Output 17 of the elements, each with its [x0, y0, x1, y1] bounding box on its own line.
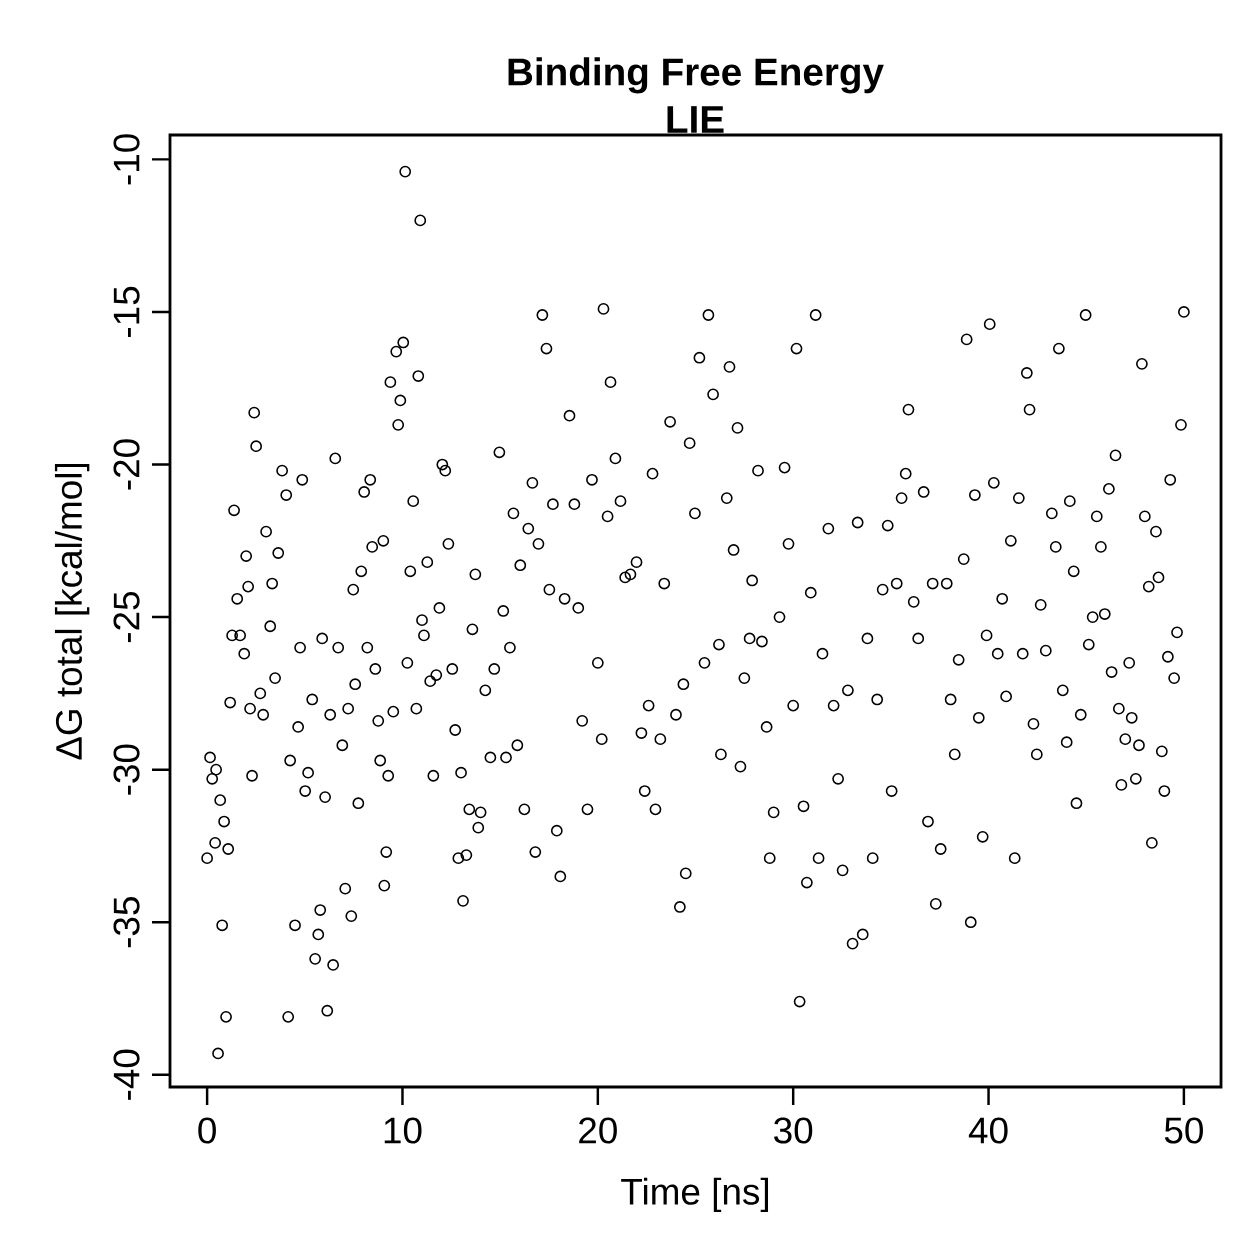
- x-tick-label: 10: [384, 1117, 422, 1144]
- x-tick-label: 50: [1164, 1117, 1203, 1144]
- y-tick-label: -30: [113, 744, 140, 795]
- y-axis-title: ΔG total [kcal/mol]: [54, 463, 90, 760]
- y-tick-label: -40: [113, 1049, 140, 1100]
- x-tick-label: 30: [774, 1117, 813, 1144]
- chart-title: Binding Free Energy: [508, 57, 884, 94]
- y-tick-label: -20: [113, 439, 140, 490]
- y-tick-label: -25: [113, 591, 140, 643]
- y-tick-label: -10: [113, 134, 140, 185]
- y-tick-label: -35: [113, 897, 140, 948]
- chart-subtitle: LIE: [667, 106, 724, 133]
- x-axis-title: Time [ns]: [621, 1177, 769, 1213]
- x-tick-label: 40: [968, 1117, 1008, 1144]
- x-tick-label: 20: [579, 1117, 617, 1144]
- x-tick-label: 0: [198, 1117, 216, 1144]
- y-tick-label: -15: [113, 286, 140, 337]
